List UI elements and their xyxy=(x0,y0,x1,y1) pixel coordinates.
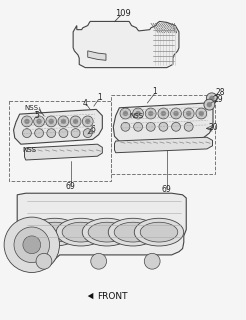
Polygon shape xyxy=(114,137,213,153)
Polygon shape xyxy=(113,103,213,143)
Text: 109: 109 xyxy=(115,9,131,18)
Circle shape xyxy=(21,116,32,127)
Ellipse shape xyxy=(134,218,184,246)
Circle shape xyxy=(186,111,191,116)
Text: NSS: NSS xyxy=(25,105,39,111)
Text: NSS: NSS xyxy=(22,147,36,153)
Circle shape xyxy=(49,119,54,124)
Circle shape xyxy=(82,116,93,127)
Circle shape xyxy=(173,111,179,116)
Circle shape xyxy=(120,108,131,119)
Circle shape xyxy=(121,122,130,131)
Circle shape xyxy=(170,108,182,119)
Circle shape xyxy=(35,129,44,138)
Circle shape xyxy=(85,119,90,124)
Circle shape xyxy=(159,122,168,131)
Circle shape xyxy=(158,108,169,119)
Polygon shape xyxy=(25,144,102,160)
Polygon shape xyxy=(14,109,102,144)
Text: FRONT: FRONT xyxy=(97,292,127,300)
Circle shape xyxy=(14,227,50,263)
Circle shape xyxy=(22,129,31,138)
Text: NSS: NSS xyxy=(129,113,143,119)
Circle shape xyxy=(133,108,143,119)
Text: 1: 1 xyxy=(152,87,157,96)
Text: 6: 6 xyxy=(90,125,95,134)
Circle shape xyxy=(184,122,193,131)
Circle shape xyxy=(4,217,60,272)
Circle shape xyxy=(34,116,45,127)
Circle shape xyxy=(23,236,41,254)
Circle shape xyxy=(91,253,107,269)
Circle shape xyxy=(37,119,42,124)
Circle shape xyxy=(171,122,181,131)
Polygon shape xyxy=(88,51,106,60)
Circle shape xyxy=(123,111,128,116)
Text: 20: 20 xyxy=(208,123,218,132)
Circle shape xyxy=(199,111,204,116)
Circle shape xyxy=(70,116,81,127)
Text: 69: 69 xyxy=(162,185,172,194)
Ellipse shape xyxy=(88,222,126,242)
Ellipse shape xyxy=(82,218,132,246)
Ellipse shape xyxy=(108,218,158,246)
Circle shape xyxy=(47,129,56,138)
Circle shape xyxy=(36,253,52,269)
Polygon shape xyxy=(17,193,186,268)
Circle shape xyxy=(196,108,207,119)
Ellipse shape xyxy=(62,222,100,242)
Circle shape xyxy=(148,111,153,116)
Circle shape xyxy=(134,122,142,131)
Text: 69: 69 xyxy=(66,182,76,191)
Ellipse shape xyxy=(140,222,178,242)
Text: 5: 5 xyxy=(34,111,39,120)
Circle shape xyxy=(61,119,66,124)
Circle shape xyxy=(204,99,215,110)
Polygon shape xyxy=(73,21,179,68)
Ellipse shape xyxy=(114,222,152,242)
Circle shape xyxy=(59,129,68,138)
Ellipse shape xyxy=(30,218,80,246)
Circle shape xyxy=(146,122,155,131)
Circle shape xyxy=(73,119,78,124)
Circle shape xyxy=(207,102,212,107)
Circle shape xyxy=(145,108,156,119)
Text: 29: 29 xyxy=(214,95,223,104)
Circle shape xyxy=(71,129,80,138)
Circle shape xyxy=(161,111,166,116)
Circle shape xyxy=(209,96,214,101)
Circle shape xyxy=(46,116,57,127)
Circle shape xyxy=(136,111,140,116)
Ellipse shape xyxy=(56,218,106,246)
Circle shape xyxy=(24,119,30,124)
Circle shape xyxy=(58,116,69,127)
Circle shape xyxy=(183,108,194,119)
Ellipse shape xyxy=(36,222,74,242)
Text: 28: 28 xyxy=(215,88,225,97)
Circle shape xyxy=(144,253,160,269)
Polygon shape xyxy=(88,293,93,299)
Circle shape xyxy=(206,93,217,104)
Text: 4: 4 xyxy=(83,99,88,108)
Text: 1: 1 xyxy=(97,93,102,102)
Circle shape xyxy=(83,129,92,138)
